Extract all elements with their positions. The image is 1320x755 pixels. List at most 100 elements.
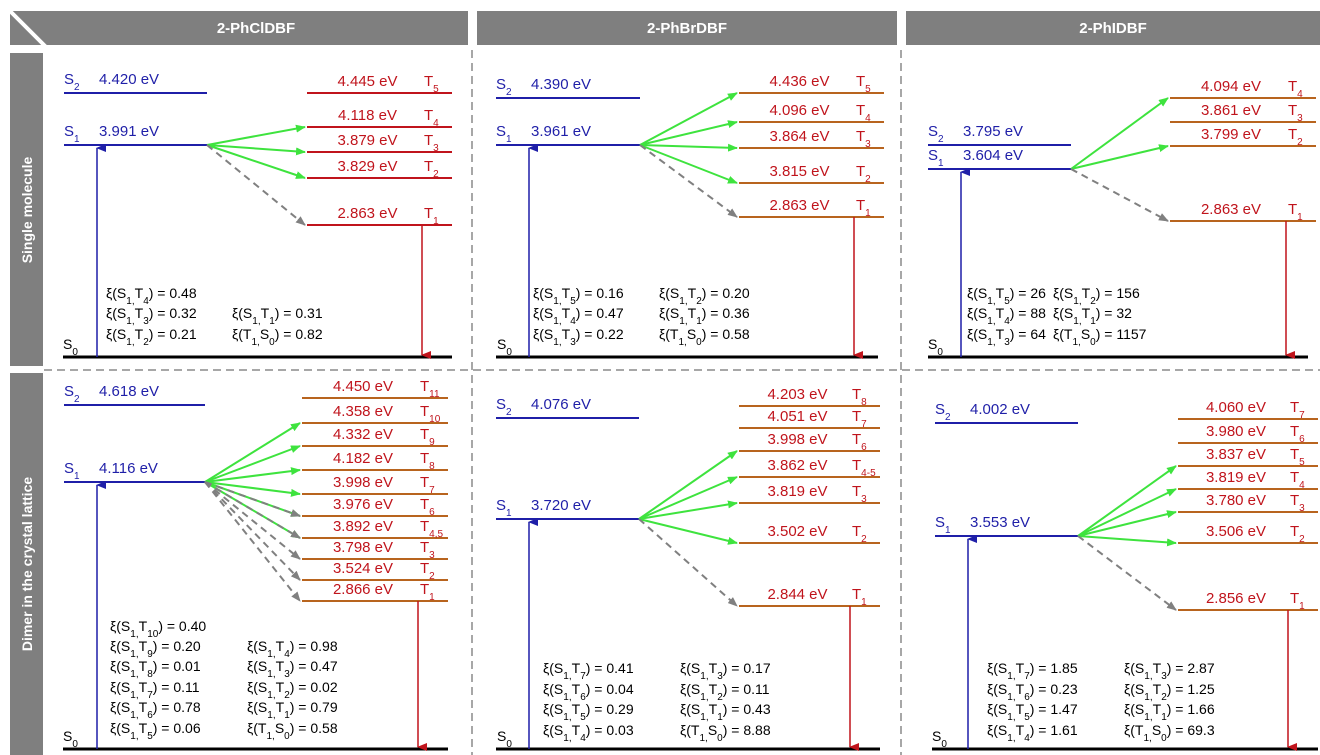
isc-arrow [1077, 535, 1177, 547]
s1-energy: 3.991 eV [99, 123, 159, 140]
s1-energy: 3.553 eV [970, 514, 1030, 531]
triplet-label: T6 [852, 431, 867, 453]
triplet-energy: 3.780 eV [1206, 492, 1266, 509]
s2-label: S2 [496, 76, 512, 98]
corner-diagonal [8, 9, 48, 49]
row-label-1-bg [10, 373, 43, 755]
triplet-energy: 2.856 eV [1206, 590, 1266, 607]
xi-value: ξ(S1,T2) = 1.25 [1124, 681, 1215, 703]
triplet-energy: 2.866 eV [333, 581, 393, 598]
s2-energy: 3.795 eV [963, 123, 1023, 140]
xi-value: ξ(S1,T5) = 0.06 [110, 720, 201, 742]
xi-value: ξ(S1,T3) = 64 [967, 326, 1046, 348]
xi-value: ξ(S1,T5) = 0.16 [533, 285, 624, 307]
triplet-energy: 3.892 eV [333, 518, 393, 535]
grid-separators [44, 50, 1320, 755]
isc-arrow [638, 518, 738, 545]
triplet-label: T5 [424, 73, 439, 95]
triplet-energy: 4.060 eV [1206, 399, 1266, 416]
triplet-energy: 4.358 eV [333, 403, 393, 420]
s2-energy: 4.618 eV [99, 383, 159, 400]
xi-value: ξ(S1,T2) = 0.20 [659, 285, 750, 307]
xi-value: ξ(S1,T2) = 0.21 [106, 326, 197, 348]
s2-label: S2 [935, 401, 951, 423]
s1-label: S1 [64, 123, 80, 145]
xi-value: ξ(S1,T6) = 0.78 [110, 699, 201, 721]
triplet-label: T7 [420, 474, 435, 496]
row-label-1: Dimer in the crystal lattice [19, 477, 35, 652]
triplet-energy: 3.862 eV [767, 457, 827, 474]
s0-label: S0 [497, 336, 512, 358]
xi-value: ξ(S1,T1) = 0.36 [659, 305, 750, 327]
xi-value: ξ(S1,T6) = 0.04 [543, 681, 634, 703]
triplet-label: T7 [1290, 399, 1305, 421]
triplet-energy: 4.118 eV [338, 107, 397, 124]
s2-energy: 4.390 eV [531, 76, 591, 93]
s1-label: S1 [496, 123, 512, 145]
triplet-energy: 4.051 eV [767, 408, 827, 425]
xi-value: ξ(T1,S0) = 0.58 [247, 720, 338, 742]
triplet-label: T1 [420, 581, 435, 603]
triplet-energy: 3.998 eV [767, 431, 827, 448]
s1-label: S1 [64, 460, 80, 482]
s1-label: S1 [928, 147, 944, 169]
xi-value: ξ(S1,T3) = 0.17 [680, 660, 771, 682]
xi-value: ξ(S1,T5) = 0.29 [543, 701, 634, 723]
triplet-label: T2 [424, 158, 439, 180]
isc-dashed-arrow [204, 481, 301, 539]
isc-arrow [1070, 144, 1169, 170]
triplet-label: T1 [1290, 590, 1305, 612]
header-col-1-bg [477, 11, 897, 45]
triplet-label: T9 [420, 426, 435, 448]
row-labels: Single molecule Dimer in the crystal lat… [10, 53, 43, 755]
triplet-label: T10 [420, 403, 441, 425]
s1-energy: 4.116 eV [99, 460, 158, 477]
triplet-energy: 4.450 eV [333, 378, 393, 395]
triplet-energy: 3.506 eV [1206, 523, 1266, 540]
isc-dashed-arrow [204, 481, 301, 581]
triplet-label: T4 [1290, 469, 1305, 491]
s1-energy: 3.720 eV [531, 497, 591, 514]
isc-arrow [1077, 488, 1177, 537]
triplet-label: T2 [1288, 126, 1303, 148]
triplet-label: T1 [424, 205, 439, 227]
isc-arrow [206, 144, 306, 156]
xi-value: ξ(S1,T4) = 0.48 [106, 285, 197, 307]
isc-arrow [204, 467, 301, 483]
triplet-energy: 2.863 eV [769, 197, 829, 214]
panel-1-0: S2 4.618 eV S1 4.116 eV S0 4.450 eV T11 4.358 e… [63, 378, 448, 751]
triplet-energy: 4.094 eV [1201, 78, 1261, 95]
triplet-label: T3 [1290, 492, 1305, 514]
isc-dashed-arrow [204, 481, 301, 517]
panels: S2 4.420 eV S1 3.991 eV S0 4.445 eV T5 4.118 eV… [63, 71, 1318, 751]
xi-value: ξ(S1,T4) = 0.98 [247, 638, 338, 660]
isc-arrow [1077, 465, 1177, 537]
xi-value: ξ(S1,T3) = 2.87 [1124, 660, 1215, 682]
isc-arrow [638, 450, 738, 520]
triplet-label: T4,5 [420, 518, 444, 540]
xi-value: ξ(T1,S0) = 69.3 [1124, 722, 1215, 744]
xi-value: ξ(S1,T10) = 0.40 [110, 618, 206, 640]
triplet-energy: 3.829 eV [337, 158, 397, 175]
isc-arrow [638, 500, 738, 520]
isc-dashed-arrow [1070, 168, 1169, 222]
s1-energy: 3.604 eV [963, 147, 1023, 164]
xi-value: ξ(T1,S0) = 8.88 [680, 722, 771, 744]
s2-label: S2 [64, 71, 80, 93]
xi-value: ξ(S1,T1) = 0.79 [247, 699, 338, 721]
isc-arrow [206, 144, 306, 179]
s1-label: S1 [935, 514, 951, 536]
xi-value: ξ(T1,S0) = 1157 [1053, 326, 1147, 348]
triplet-energy: 4.182 eV [333, 450, 393, 467]
header-col-2-bg [906, 11, 1320, 45]
s0-label: S0 [928, 336, 943, 358]
triplet-energy: 4.096 eV [769, 102, 829, 119]
xi-value: ξ(S1,T5) = 1.47 [987, 701, 1078, 723]
xi-value: ξ(S1,T5) = 26 [967, 285, 1046, 307]
triplet-energy: 2.844 eV [767, 586, 827, 603]
xi-value: ξ(S1,T7) = 0.11 [110, 679, 200, 701]
xi-value: ξ(S1,T4) = 0.03 [543, 722, 634, 744]
xi-value: ξ(S1,T1) = 1.66 [1124, 701, 1215, 723]
s1-label: S1 [496, 497, 512, 519]
